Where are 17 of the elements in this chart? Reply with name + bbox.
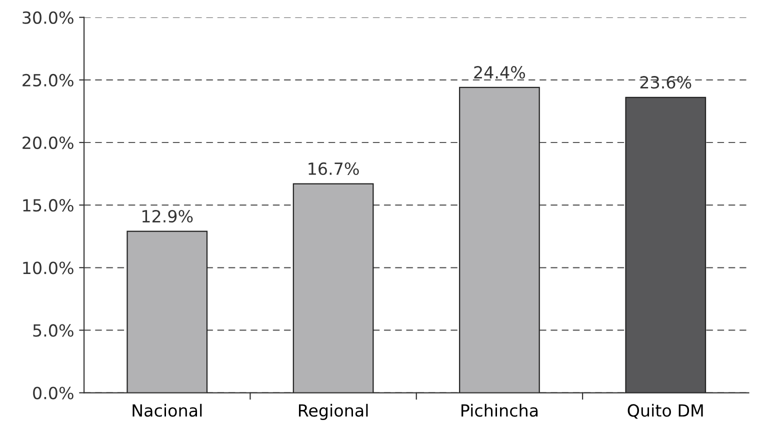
y-tick-label: 10.0% [23, 262, 74, 274]
y-tick-label: 0.0% [33, 386, 74, 400]
y-tick-label: 20.0% [22, 136, 74, 150]
data-label: 24.4% [474, 66, 526, 79]
data-label: 16.7% [308, 162, 359, 176]
x-tick-label: Regional [298, 404, 368, 420]
y-tick-label: 25.0% [22, 74, 74, 86]
bar [126, 230, 208, 393]
x-tick-label: Nacional [132, 404, 202, 417]
bar [292, 183, 374, 393]
y-tick-label: 15.0% [23, 199, 74, 212]
y-tick-label: 5.0% [33, 324, 74, 337]
bar [459, 86, 540, 393]
x-tick-label: Quito DM [628, 404, 703, 419]
y-tick-label: 30.0% [22, 11, 74, 24]
data-label: 12.9% [142, 210, 193, 223]
x-tick-label: Pichincha [462, 404, 538, 417]
